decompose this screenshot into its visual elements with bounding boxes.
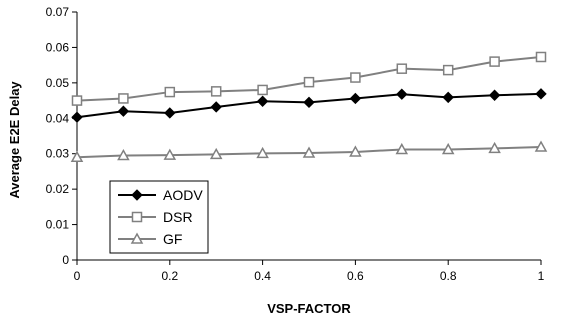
data-point-dsr [396,63,408,74]
y-tick-label: 0 [62,253,69,267]
series-group [70,51,548,163]
data-point-aodv [256,95,269,107]
x-tick-label: 0.6 [347,269,364,283]
data-point-gf [302,146,316,158]
x-tick-label: 0.2 [161,269,178,283]
data-point-dsr [350,72,361,83]
data-point-dsr [71,95,83,106]
data-point-gf [70,150,84,163]
y-tick-label: 0.02 [46,182,70,196]
axes: 0 0.01 0.02 0.03 0.04 0.05 0.06 0.07 0 0.2 0.4 0.6 0… [46,5,545,283]
series-dsr [71,51,547,106]
legend-marker-dsr [131,211,143,223]
data-point-aodv [210,101,222,113]
data-point-dsr [118,93,129,104]
data-point-gf [395,142,409,155]
data-point-dsr [535,51,547,63]
y-tick-label: 0.01 [46,218,70,232]
legend-item-aodv: AODV [118,187,203,203]
legend-item-gf: GF [118,231,182,247]
y-axis-title: Average E2E Delay [7,81,22,199]
y-tick-label: 0.07 [46,5,70,19]
legend-marker-aodv [131,189,143,201]
y-tick-label: 0.03 [46,147,70,161]
y-tick-label: 0.04 [46,111,70,125]
data-point-gf [534,140,548,152]
legend-item-dsr: DSR [118,209,193,225]
series-aodv [71,88,547,123]
legend-label-dsr: DSR [163,209,193,225]
data-point-gf [256,146,269,159]
x-tick-label: 0 [74,269,81,283]
legend-label-aodv: AODV [163,187,203,203]
data-point-aodv [303,96,315,109]
y-tick-label: 0.06 [46,40,70,54]
data-point-dsr [257,84,268,96]
data-point-dsr [210,86,222,97]
x-tick-label: 1 [538,269,545,283]
y-tick-label: 0.05 [46,76,70,90]
x-tick-label: 0.8 [440,269,457,283]
data-point-gf [163,148,177,160]
data-point-dsr [303,76,315,88]
x-tick-label: 0.4 [254,269,271,283]
data-point-aodv [535,88,547,100]
data-point-gf [349,145,362,157]
data-point-aodv [349,92,362,105]
series-gf [70,140,548,163]
data-point-aodv [442,91,454,104]
data-point-aodv [164,107,176,119]
data-point-aodv [71,111,83,123]
data-point-aodv [488,89,501,101]
x-axis-title: VSP-FACTOR [267,301,351,316]
legend-marker-gf [130,232,144,244]
data-point-gf [117,148,130,161]
legend-label-gf: GF [163,231,182,247]
data-point-aodv [117,105,130,117]
data-point-aodv [396,88,408,100]
data-point-gf [488,141,501,154]
data-point-dsr [489,56,500,67]
data-point-gf [209,147,223,160]
data-point-gf [441,142,455,155]
data-point-dsr [442,64,454,76]
legend: AODV DSR GF [109,180,209,254]
data-point-dsr [164,86,176,98]
